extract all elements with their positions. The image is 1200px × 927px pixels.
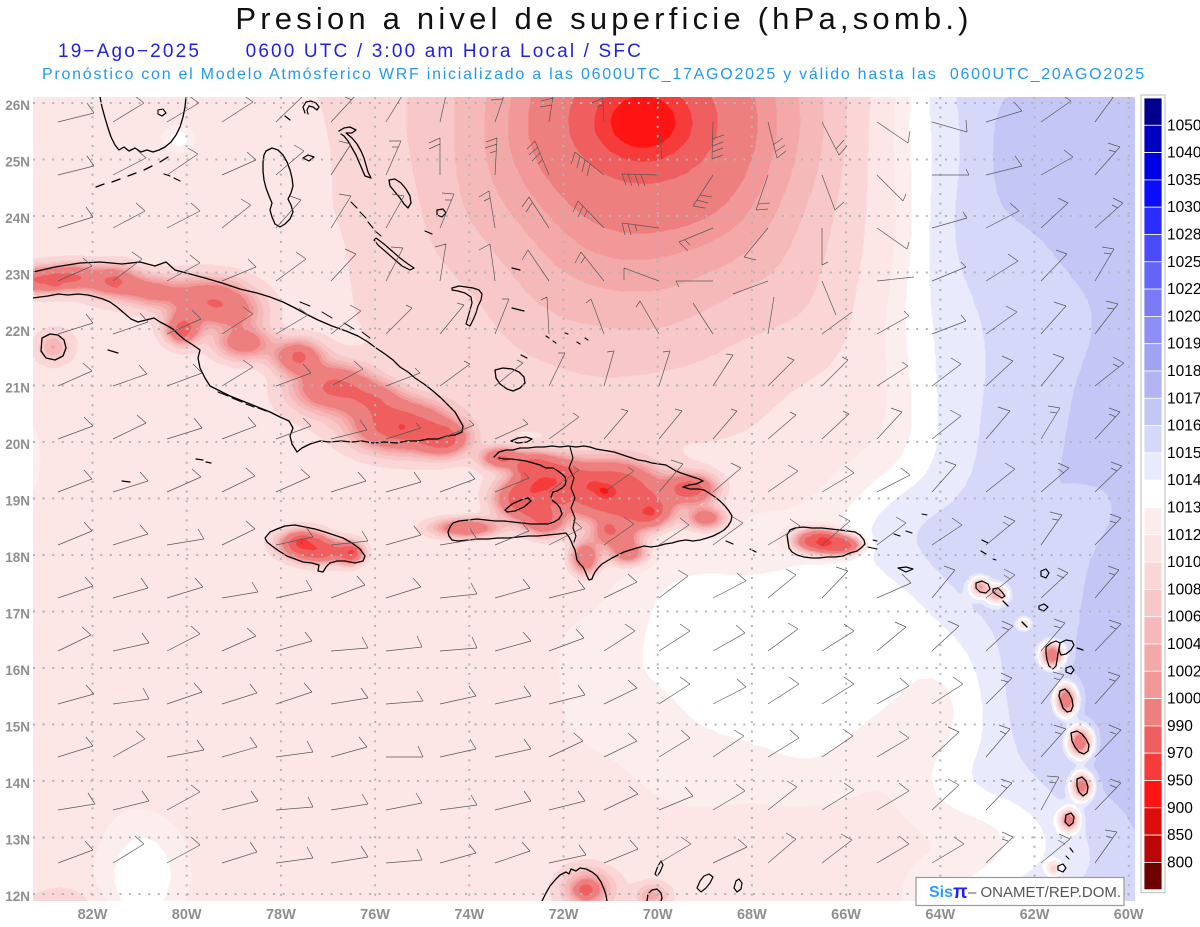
svg-text:1040: 1040 [1167,145,1200,162]
svg-text:78W: 78W [266,907,296,923]
svg-text:1018: 1018 [1167,363,1200,380]
svg-text:82W: 82W [78,907,108,923]
svg-text:1030: 1030 [1167,199,1200,216]
svg-text:1010: 1010 [1167,554,1200,571]
svg-text:74W: 74W [454,907,484,923]
svg-text:22N: 22N [5,324,30,339]
svg-text:π: π [953,882,968,903]
svg-text:1020: 1020 [1167,308,1200,325]
svg-text:72W: 72W [549,907,579,923]
svg-text:1013: 1013 [1167,500,1200,517]
svg-text:1000: 1000 [1167,691,1200,708]
svg-text:900: 900 [1167,800,1193,817]
svg-text:19N: 19N [5,494,30,509]
svg-text:1050: 1050 [1167,117,1200,134]
svg-text:1019: 1019 [1167,336,1200,353]
svg-text:850: 850 [1167,827,1193,844]
svg-text:70W: 70W [643,907,673,923]
svg-text:23N: 23N [5,268,30,283]
svg-text:24N: 24N [5,211,30,226]
svg-text:1028: 1028 [1167,227,1200,244]
svg-text:14N: 14N [5,776,30,791]
svg-text:18N: 18N [5,550,30,565]
svg-text:1008: 1008 [1167,581,1200,598]
svg-text:1014: 1014 [1167,472,1200,489]
svg-text:15N: 15N [5,720,30,735]
svg-text:990: 990 [1167,718,1193,735]
svg-text:1022: 1022 [1167,281,1200,298]
svg-text:80W: 80W [172,907,202,923]
svg-text:970: 970 [1167,745,1193,762]
svg-text:66W: 66W [831,907,861,923]
svg-text:1006: 1006 [1167,609,1200,626]
svg-text:20N: 20N [5,437,30,452]
svg-text:64W: 64W [925,907,955,923]
svg-text:1012: 1012 [1167,527,1200,544]
svg-text:– ONAMET/REP.DOM.: – ONAMET/REP.DOM. [968,884,1121,901]
svg-text:17N: 17N [5,607,30,622]
svg-text:800: 800 [1167,854,1193,871]
svg-text:1017: 1017 [1167,390,1200,407]
svg-text:25N: 25N [5,155,30,170]
svg-text:1004: 1004 [1167,636,1200,653]
svg-text:1025: 1025 [1167,254,1200,271]
svg-text:16N: 16N [5,663,30,678]
svg-text:60W: 60W [1114,907,1144,923]
svg-text:13N: 13N [5,833,30,848]
svg-text:1035: 1035 [1167,172,1200,189]
svg-text:62W: 62W [1020,907,1050,923]
svg-text:1016: 1016 [1167,418,1200,435]
svg-text:76W: 76W [360,907,390,923]
svg-text:21N: 21N [5,381,30,396]
svg-text:1002: 1002 [1167,663,1200,680]
svg-text:950: 950 [1167,773,1193,790]
svg-text:68W: 68W [737,907,767,923]
svg-text:Sis: Sis [929,884,953,901]
svg-text:12N: 12N [5,889,30,904]
svg-text:1015: 1015 [1167,445,1200,462]
svg-text:26N: 26N [5,98,30,113]
